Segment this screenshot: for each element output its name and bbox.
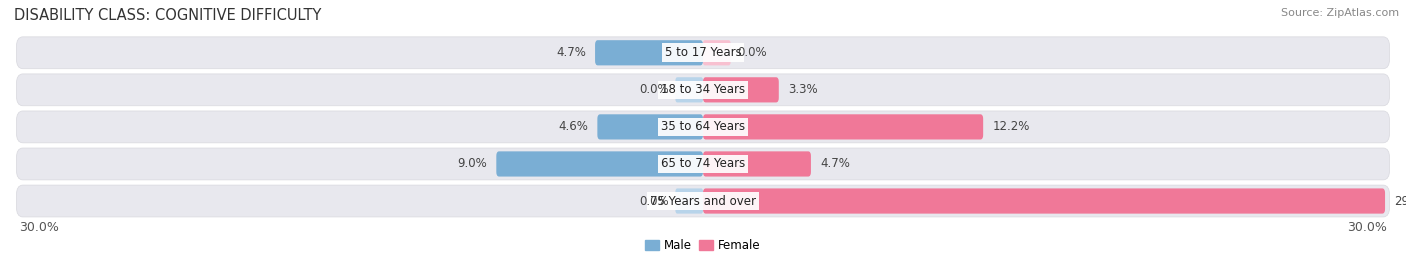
Text: 3.3%: 3.3%	[787, 83, 818, 96]
Text: 12.2%: 12.2%	[993, 120, 1029, 133]
Text: 18 to 34 Years: 18 to 34 Years	[661, 83, 745, 96]
Text: 0.0%: 0.0%	[738, 46, 768, 59]
FancyBboxPatch shape	[703, 114, 983, 140]
Text: DISABILITY CLASS: COGNITIVE DIFFICULTY: DISABILITY CLASS: COGNITIVE DIFFICULTY	[14, 8, 322, 23]
Text: 4.6%: 4.6%	[558, 120, 588, 133]
FancyBboxPatch shape	[17, 74, 1389, 106]
FancyBboxPatch shape	[675, 188, 703, 214]
FancyBboxPatch shape	[703, 151, 811, 177]
Text: 0.0%: 0.0%	[638, 194, 669, 208]
FancyBboxPatch shape	[17, 148, 1389, 180]
Text: 75 Years and over: 75 Years and over	[650, 194, 756, 208]
Text: Source: ZipAtlas.com: Source: ZipAtlas.com	[1281, 8, 1399, 18]
FancyBboxPatch shape	[703, 77, 779, 102]
FancyBboxPatch shape	[496, 151, 703, 177]
Text: 0.0%: 0.0%	[638, 83, 669, 96]
Text: 30.0%: 30.0%	[18, 221, 59, 234]
FancyBboxPatch shape	[598, 114, 703, 140]
FancyBboxPatch shape	[595, 40, 703, 65]
Text: 65 to 74 Years: 65 to 74 Years	[661, 157, 745, 170]
FancyBboxPatch shape	[17, 185, 1389, 217]
Text: 9.0%: 9.0%	[457, 157, 486, 170]
Legend: Male, Female: Male, Female	[641, 235, 765, 257]
Text: 4.7%: 4.7%	[555, 46, 586, 59]
Text: 35 to 64 Years: 35 to 64 Years	[661, 120, 745, 133]
FancyBboxPatch shape	[17, 111, 1389, 143]
Text: 4.7%: 4.7%	[820, 157, 851, 170]
Text: 5 to 17 Years: 5 to 17 Years	[665, 46, 741, 59]
FancyBboxPatch shape	[675, 77, 703, 102]
Text: 29.7%: 29.7%	[1395, 194, 1406, 208]
Text: 30.0%: 30.0%	[1347, 221, 1388, 234]
FancyBboxPatch shape	[17, 37, 1389, 69]
FancyBboxPatch shape	[703, 40, 731, 65]
FancyBboxPatch shape	[703, 188, 1385, 214]
